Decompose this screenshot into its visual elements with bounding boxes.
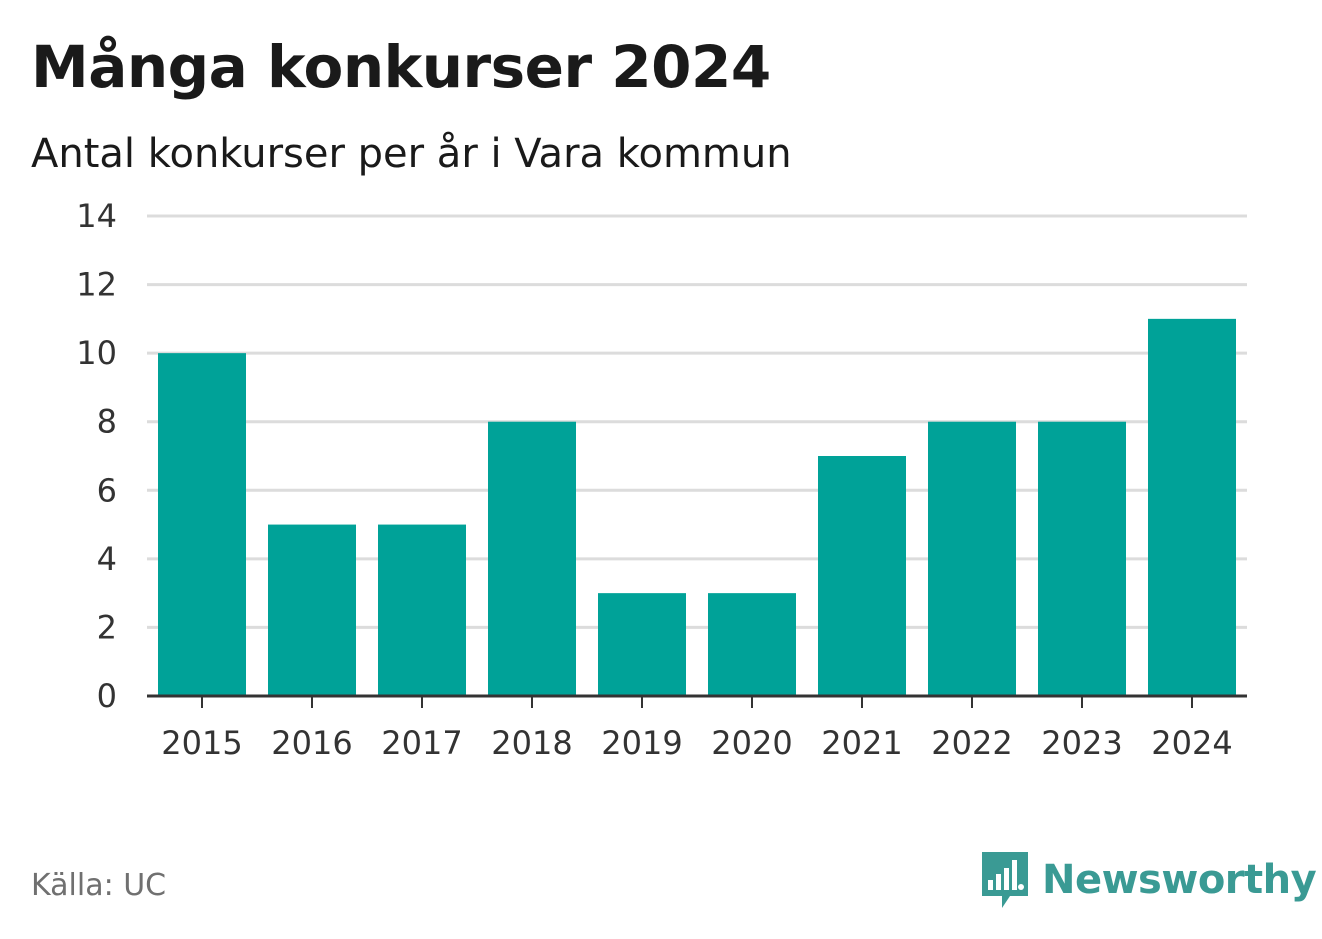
brand-name: Newsworthy xyxy=(1042,857,1317,903)
bar-2017 xyxy=(378,524,466,696)
bar-2016 xyxy=(268,524,356,696)
y-axis-ticks: 0 2 4 6 8 10 12 14 xyxy=(76,197,117,715)
chart-title: Många konkurser 2024 xyxy=(31,33,771,101)
brand-logo: Newsworthy xyxy=(980,850,1317,910)
bars xyxy=(158,318,1236,696)
bar-2024 xyxy=(1148,318,1236,696)
bar-2020 xyxy=(708,593,796,696)
bar-2023 xyxy=(1038,421,1126,696)
x-tick-label: 2015 xyxy=(161,724,242,762)
y-tick-label: 10 xyxy=(76,334,117,372)
y-tick-label: 0 xyxy=(97,677,117,715)
x-tick-label: 2022 xyxy=(931,724,1012,762)
y-tick-label: 14 xyxy=(76,197,117,235)
source-label: Källa: UC xyxy=(31,868,167,903)
x-tick-label: 2017 xyxy=(381,724,462,762)
bar-2015 xyxy=(158,353,246,696)
bar-2019 xyxy=(598,593,686,696)
y-tick-label: 6 xyxy=(97,471,117,509)
newsworthy-logo-icon xyxy=(982,852,1028,908)
x-tick-label: 2024 xyxy=(1151,724,1232,762)
bar-2018 xyxy=(488,421,576,696)
bar-2021 xyxy=(818,456,906,696)
x-tick-label: 2020 xyxy=(711,724,792,762)
x-tick-label: 2023 xyxy=(1041,724,1122,762)
x-tick-label: 2021 xyxy=(821,724,902,762)
y-tick-label: 8 xyxy=(97,403,117,441)
y-tick-label: 4 xyxy=(97,540,117,578)
x-tick-label: 2016 xyxy=(271,724,352,762)
y-tick-label: 2 xyxy=(97,608,117,646)
bar-2022 xyxy=(928,421,1016,696)
x-tick-label: 2018 xyxy=(491,724,572,762)
x-axis-ticks: 2015 2016 2017 2018 2019 2020 2021 2022 2023 2024 xyxy=(161,696,1233,762)
bar-chart: 0 2 4 6 8 10 12 14 2015 2016 2017 2018 2019 2020 2021… xyxy=(76,197,1247,762)
y-tick-label: 12 xyxy=(76,266,117,304)
chart-subtitle: Antal konkurser per år i Vara kommun xyxy=(31,131,792,177)
x-tick-label: 2019 xyxy=(601,724,682,762)
